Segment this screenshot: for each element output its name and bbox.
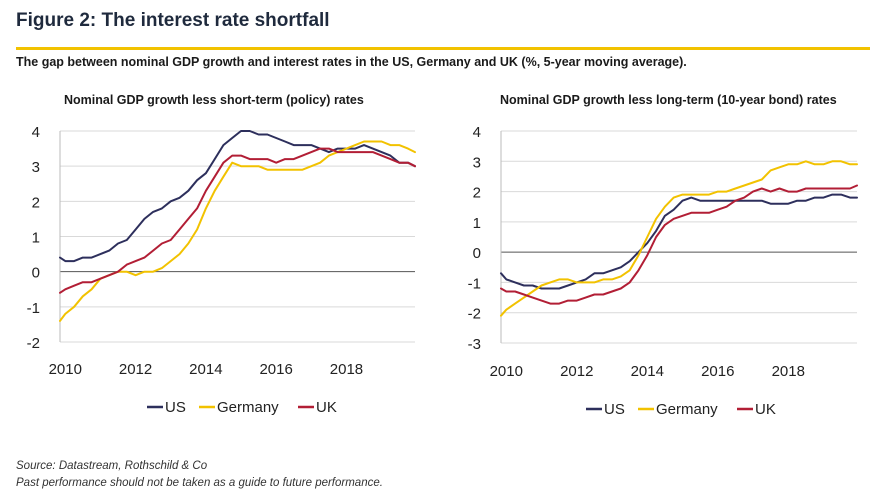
series-line-uk [500,184,858,305]
chart-1-title: Nominal GDP growth less short-term (poli… [64,93,364,107]
series-line-germany [500,160,858,317]
y-tick-label: -2 [468,306,481,323]
series-line-us [500,193,858,290]
legend-label-germany: Germany [656,401,718,418]
x-tick-label: 2010 [49,361,82,378]
x-tick-label: 2018 [772,363,805,380]
y-tick-label: 4 [32,124,40,141]
y-tick-label: 2 [32,194,40,211]
y-tick-label: -2 [27,335,40,352]
y-tick-label: 1 [473,215,481,232]
title-rule [16,47,870,50]
x-tick-label: 2016 [259,361,292,378]
legend-label-germany: Germany [217,399,279,416]
chart-2-title: Nominal GDP growth less long-term (10-ye… [500,93,837,107]
legend-label-uk: UK [755,401,776,418]
x-tick-label: 2016 [701,363,734,380]
x-tick-label: 2010 [490,363,523,380]
chart-1-plot: 4 3 2 1 0 -1 -2 2010 2012 2014 2016 2018 US Germany UK [27,124,416,416]
y-tick-label: 0 [32,265,40,282]
disclaimer-note: Past performance should not be taken as … [16,477,383,489]
figure-subtitle: The gap between nominal GDP growth and i… [16,55,687,69]
series-line-germany [59,140,416,322]
y-tick-label: 1 [32,230,40,247]
legend-label-uk: UK [316,399,337,416]
x-tick-label: 2012 [119,361,152,378]
legend-label-us: US [604,401,625,418]
x-tick-label: 2014 [189,361,222,378]
chart-2-plot: 4 3 2 1 0 -1 -2 -3 2010 2012 2014 2016 2018 US Germany… [468,124,858,418]
x-tick-label: 2018 [330,361,363,378]
y-tick-label: 3 [473,154,481,171]
y-tick-label: -1 [27,300,40,317]
y-tick-label: -3 [468,336,481,353]
y-tick-label: 2 [473,185,481,202]
series-line-us [59,130,416,263]
x-tick-label: 2014 [631,363,664,380]
y-tick-label: 4 [473,124,481,141]
y-tick-label: 3 [32,159,40,176]
source-note: Source: Datastream, Rothschild & Co [16,460,208,472]
y-tick-label: -1 [468,275,481,292]
figure-title: Figure 2: The interest rate shortfall [16,10,330,31]
y-tick-label: 0 [473,245,481,262]
series-line-uk [59,147,416,294]
x-tick-label: 2012 [560,363,593,380]
legend-label-us: US [165,399,186,416]
